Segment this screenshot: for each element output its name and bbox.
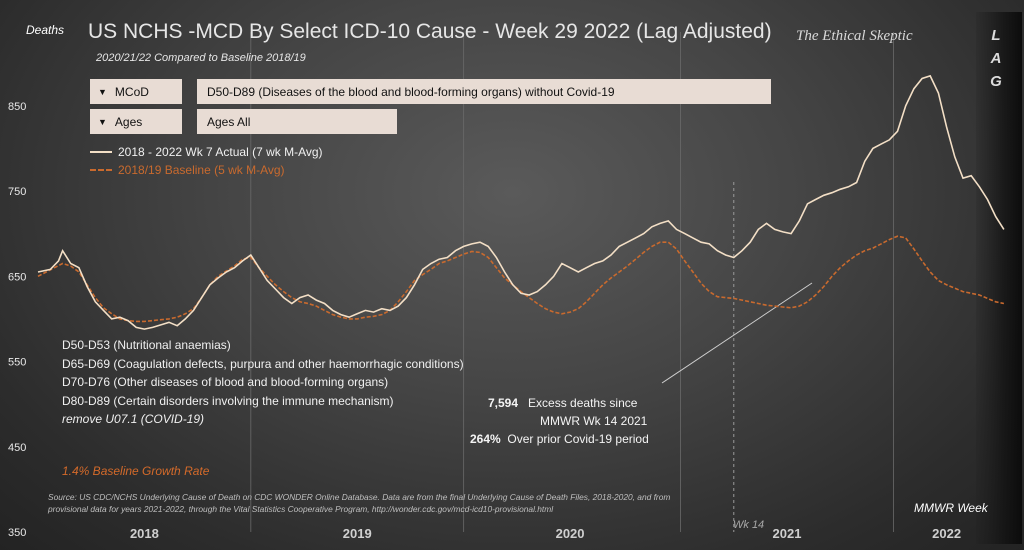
legend-baseline-swatch xyxy=(90,169,112,171)
legend-baseline: 2018/19 Baseline (5 wk M-Avg) xyxy=(90,163,285,177)
y-tick-label: 850 xyxy=(8,101,26,113)
excess-pct: 264% xyxy=(470,432,501,446)
excess-deaths-annotation: 7,594 Excess deaths since MMWR Wk 14 202… xyxy=(470,394,649,448)
dropdown-caret-icon: ▼ xyxy=(98,86,107,97)
excess-line1: Excess deaths since xyxy=(528,396,638,410)
chart-title: US NCHS -MCD By Select ICD-10 Cause - We… xyxy=(88,20,772,43)
icd-code-item: D65-D69 (Coagulation defects, purpura an… xyxy=(62,356,464,371)
brand-logo: The Ethical Skeptic xyxy=(796,28,913,44)
lag-letter: G xyxy=(990,73,1002,90)
x-year-label: 2020 xyxy=(556,526,585,541)
x-year-label: 2018 xyxy=(130,526,159,541)
legend-actual-swatch xyxy=(90,151,112,153)
y-axis-title: Deaths xyxy=(26,23,65,37)
legend-baseline-label: 2018/19 Baseline (5 wk M-Avg) xyxy=(118,163,285,177)
y-tick-label: 750 xyxy=(8,186,26,198)
y-tick-label: 450 xyxy=(8,442,26,454)
x-axis-title: MMWR Week xyxy=(914,501,988,515)
y-tick-label: 650 xyxy=(8,271,26,283)
excess-count: 7,594 xyxy=(488,396,519,410)
lag-letter: A xyxy=(990,50,1002,67)
lag-band xyxy=(976,12,1022,544)
lag-label: L A G xyxy=(988,24,1004,93)
icd-code-item: D50-D53 (Nutritional anaemias) xyxy=(62,338,231,352)
mcod-dropdown-button[interactable]: ▼ MCoD xyxy=(90,79,182,104)
ages-label: Ages xyxy=(114,114,143,129)
y-tick-label: 550 xyxy=(8,357,26,369)
x-year-label: 2022 xyxy=(932,526,961,541)
chart-subtitle: 2020/21/22 Compared to Baseline 2018/19 xyxy=(96,52,306,64)
icd-code-item: D80-D89 (Certain disorders involving the… xyxy=(62,393,394,408)
baseline-series-line xyxy=(37,235,1005,323)
mcod-value-field[interactable]: D50-D89 (Diseases of the blood and blood… xyxy=(197,79,771,104)
excess-line3: Over prior Covid-19 period xyxy=(507,432,649,446)
mcod-label: MCoD xyxy=(114,84,149,99)
x-year-label: 2019 xyxy=(343,526,372,541)
y-tick-label: 350 xyxy=(8,527,26,539)
lag-letter: L xyxy=(991,27,1001,44)
ages-dropdown-button[interactable]: ▼ Ages xyxy=(90,109,182,134)
icd-code-list: D50-D53 (Nutritional anaemias) D65-D69 (… xyxy=(62,336,464,429)
actual-series-line xyxy=(37,74,1005,330)
legend-actual: 2018 - 2022 Wk 7 Actual (7 wk M-Avg) xyxy=(90,145,323,159)
source-note: Source: US CDC/NCHS Underlying Cause of … xyxy=(48,492,671,514)
annotation-pointer-line xyxy=(661,282,813,384)
ages-value-field[interactable]: Ages All xyxy=(197,109,397,134)
covid-exclusion-note: remove U07.1 (COVID-19) xyxy=(62,412,205,426)
excess-line2: MMWR Wk 14 2021 xyxy=(540,414,648,428)
legend-actual-label: 2018 - 2022 Wk 7 Actual (7 wk M-Avg) xyxy=(118,145,323,159)
icd-code-item: D70-D76 (Other diseases of blood and blo… xyxy=(62,375,389,389)
baseline-growth-note: 1.4% Baseline Growth Rate xyxy=(62,464,210,478)
wk14-label: Wk 14 xyxy=(733,519,765,531)
dropdown-caret-icon: ▼ xyxy=(98,116,107,127)
x-year-label: 2021 xyxy=(773,526,802,541)
